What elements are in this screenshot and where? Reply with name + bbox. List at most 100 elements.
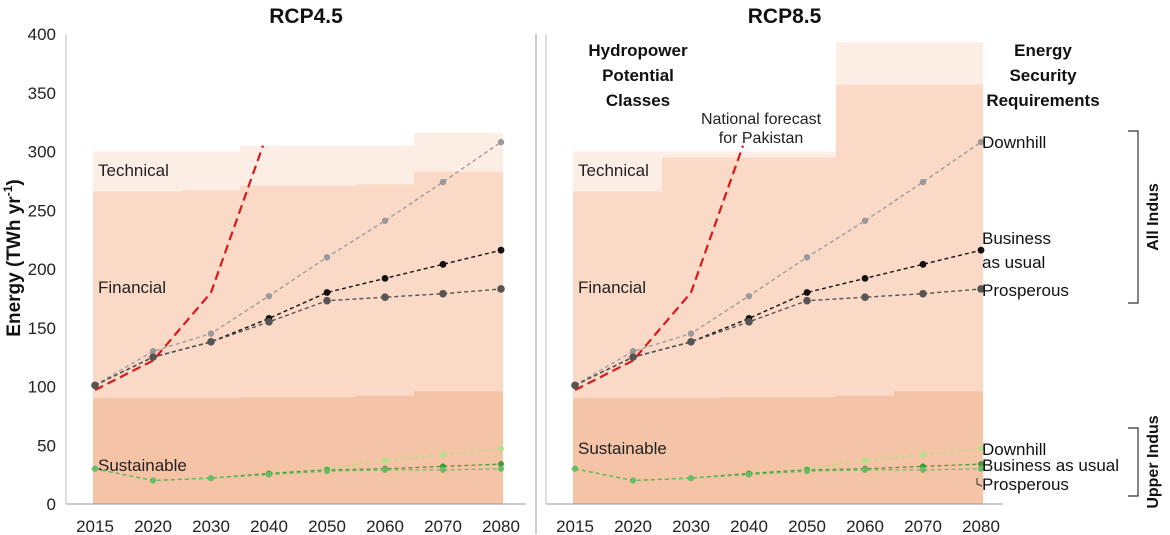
series-all-downhill xyxy=(94,141,502,386)
y-tick-0: 0 xyxy=(47,495,56,514)
annotations: Hydropower Potential Classes Energy Secu… xyxy=(588,41,1162,509)
series-upper-downhill-point-2060 xyxy=(862,457,868,464)
bracket-all-indus xyxy=(1128,130,1139,304)
forecast-label-line2: for Pakistan xyxy=(719,130,803,147)
label-technical: Technical xyxy=(578,161,649,180)
series-all-downhill xyxy=(574,141,982,386)
series-upper-downhill-point-2080 xyxy=(978,445,984,452)
series-upper-prosperous xyxy=(94,468,502,482)
x-tick-2030: 2030 xyxy=(672,517,710,535)
series-upper-business-as-usual-point-2080 xyxy=(978,461,984,468)
y-tick-250: 250 xyxy=(28,201,56,220)
series-all-business-as-usual-point-2050 xyxy=(323,289,331,296)
region-all-indus: All Indus xyxy=(1145,183,1162,251)
x-tick-2040: 2040 xyxy=(730,517,768,535)
x-tick-2015: 2015 xyxy=(76,517,114,535)
series-all-prosperous-point-2015 xyxy=(571,381,579,390)
x-tick-2020: 2020 xyxy=(134,517,172,535)
series-all-downhill-point-2080 xyxy=(977,138,985,146)
series-all-business-as-usual-point-2070 xyxy=(439,260,447,268)
x-tick-2080: 2080 xyxy=(962,517,1000,535)
region-upper-indus: Upper Indus xyxy=(1145,415,1162,508)
y-tick-400: 400 xyxy=(28,25,56,44)
series-all-prosperous-point-2030 xyxy=(207,338,215,346)
series-upper-downhill-point-2080 xyxy=(498,445,504,452)
series-all-prosperous-point-2030 xyxy=(687,338,695,346)
y-tick-350: 350 xyxy=(28,84,56,103)
series-national-forecast xyxy=(94,145,265,391)
classes-label-line3: Classes xyxy=(606,91,670,110)
y-tick-300: 300 xyxy=(28,143,56,162)
series-all-prosperous-point-2080 xyxy=(977,285,985,293)
series-all-business-as-usual xyxy=(574,249,982,386)
leader-upper-prosperous xyxy=(976,478,983,487)
y-axis-ticks: 0 50 100 150 200 250 300 350 400 xyxy=(28,25,56,514)
series-all-downhill-point-2070 xyxy=(439,178,447,186)
series-upper-prosperous xyxy=(574,468,982,482)
requirements-label-line3: Requirements xyxy=(986,91,1099,110)
y-tick-50: 50 xyxy=(37,436,56,455)
series-all-downhill-point-2020 xyxy=(149,348,157,355)
series-upper-prosperous-point-2020 xyxy=(150,477,156,484)
series-all-business-as-usual-point-2050 xyxy=(803,289,811,296)
panel-rcp85: 2015 2020 2030 2040 2050 2060 2070 2080 RCP8.5 Te… xyxy=(535,5,1003,535)
series-all-downhill-point-2040 xyxy=(745,292,753,300)
series-all-downhill-point-2030 xyxy=(207,330,215,337)
series-upper-prosperous-point-2030 xyxy=(688,475,694,482)
panel-rcp45: 2015 2020 2030 2040 2050 2060 2070 2080 RCP4.5 Te… xyxy=(65,5,526,535)
series-all-business-as-usual-point-2060 xyxy=(381,275,389,282)
requirements-label-line1: Energy xyxy=(1014,41,1072,60)
series-upper-prosperous-point-2050 xyxy=(804,468,810,475)
y-tick-200: 200 xyxy=(28,260,56,279)
x-tick-2060: 2060 xyxy=(846,517,884,535)
label-upper-downhill: Downhill xyxy=(982,440,1046,459)
series-upper-prosperous-point-2050 xyxy=(324,468,330,475)
series-upper-prosperous-point-2060 xyxy=(382,466,388,473)
series-upper-prosperous-point-2070 xyxy=(440,466,446,473)
series-all-prosperous-point-2040 xyxy=(745,318,753,326)
panel-title: RCP8.5 xyxy=(748,5,822,28)
series-all-downhill-point-2070 xyxy=(919,178,927,186)
y-tick-150: 150 xyxy=(28,319,56,338)
series-upper-prosperous-point-2015 xyxy=(92,465,98,472)
series-all-prosperous-point-2060 xyxy=(381,293,389,302)
series-upper-business-as-usual xyxy=(574,463,982,482)
series-all-prosperous-point-2020 xyxy=(629,353,637,361)
series-all-prosperous-point-2050 xyxy=(803,296,811,305)
x-tick-2015: 2015 xyxy=(556,517,594,535)
series-upper-business-as-usual xyxy=(94,463,502,482)
label-upper-prosperous: Prosperous xyxy=(982,475,1069,494)
series-upper-business-as-usual-point-2080 xyxy=(498,461,504,468)
series-upper-prosperous-point-2080 xyxy=(978,465,984,472)
label-technical: Technical xyxy=(98,161,169,180)
series-upper-prosperous-point-2070 xyxy=(920,466,926,473)
series-all-prosperous-point-2040 xyxy=(265,318,273,326)
classes-label-line2: Potential xyxy=(602,66,674,85)
series-all-downhill-point-2040 xyxy=(265,292,273,300)
x-tick-2020: 2020 xyxy=(614,517,652,535)
label-upper-business: Business as usual xyxy=(982,456,1119,475)
forecast-label-line1: National forecast xyxy=(701,111,822,128)
series-all-prosperous-point-2060 xyxy=(861,293,869,302)
requirements-label-line2: Security xyxy=(1009,66,1077,85)
bracket-upper-indus xyxy=(1128,427,1139,497)
series-all-business-as-usual-point-2080 xyxy=(977,246,985,254)
series-all-downhill-point-2080 xyxy=(497,138,505,146)
panel-title: RCP4.5 xyxy=(269,5,343,28)
series-all-downhill-point-2050 xyxy=(323,254,331,261)
band-sustainable xyxy=(573,391,983,504)
series-upper-downhill-point-2070 xyxy=(920,451,926,458)
x-tick-2070: 2070 xyxy=(904,517,942,535)
series-upper-prosperous-point-2020 xyxy=(630,477,636,484)
x-tick-2080: 2080 xyxy=(482,517,520,535)
series-all-business-as-usual xyxy=(94,249,502,386)
x-tick-2060: 2060 xyxy=(366,517,404,535)
series-upper-prosperous-point-2040 xyxy=(266,471,272,478)
series-all-downhill-point-2060 xyxy=(861,217,869,225)
label-all-prosperous: Prosperous xyxy=(982,281,1069,300)
band-sustainable xyxy=(93,391,503,504)
series-upper-prosperous-point-2015 xyxy=(572,465,578,472)
y-axis-title: Energy (TWh yr-1) xyxy=(1,179,25,336)
series-all-business-as-usual-point-2080 xyxy=(497,246,505,254)
